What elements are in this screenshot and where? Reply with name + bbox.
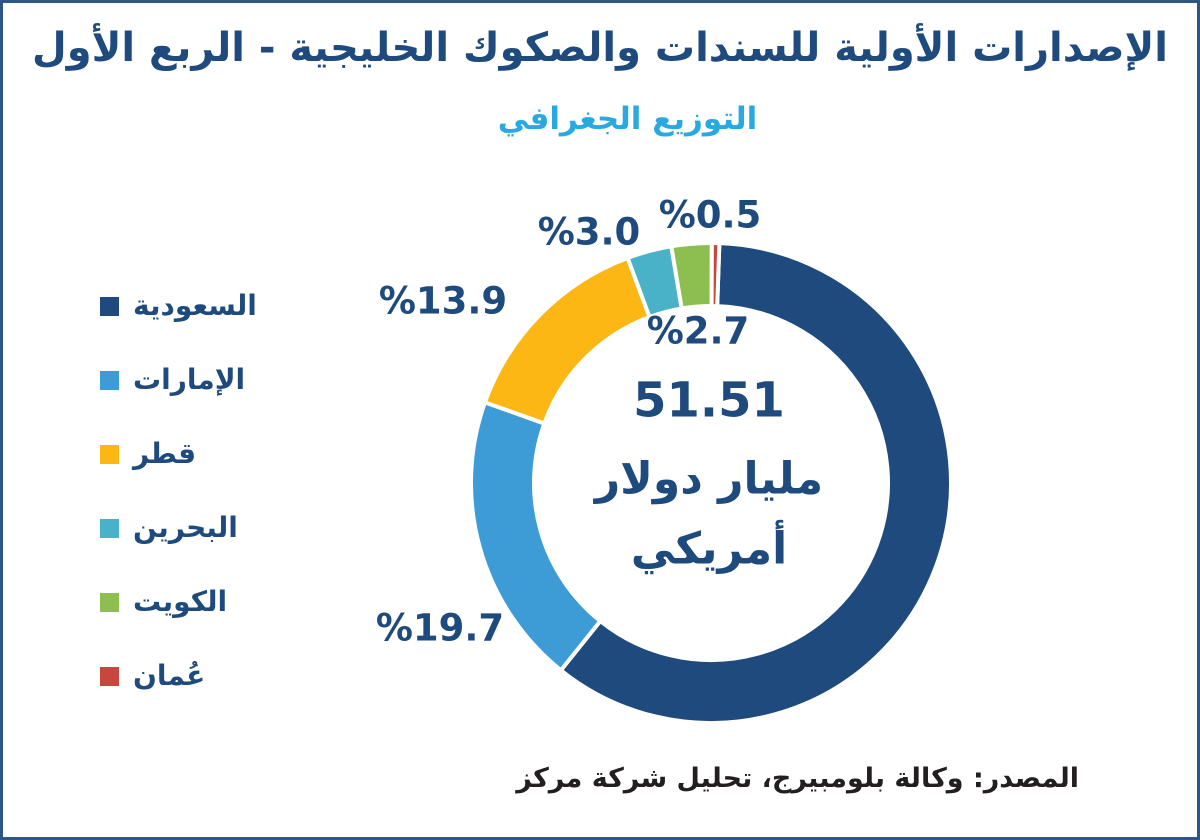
legend-swatch-saudi-arabia [100,296,119,316]
percent-label-uae: %19.7 [375,606,505,650]
legend-item-uae: الإمارات [100,365,257,395]
legend-item-bahrain: البحرين [100,513,257,543]
legend-label-qatar: قطر [133,437,197,470]
chart-title: الإصدارات الأولية للسندات والصكوك الخليج… [32,25,1168,71]
slice-oman [709,240,722,309]
donut-center-text: 51.51 مليار دولار أمريكي [595,377,823,586]
total-unit-line1: مليار دولار [594,453,824,505]
legend-label-oman: عُمان [133,659,206,692]
legend-item-saudi-arabia: السعودية [100,291,257,321]
legend-swatch-bahrain [100,518,119,538]
legend-swatch-uae [100,370,119,390]
percent-label-qatar: %13.9 [378,279,508,323]
legend-swatch-qatar [100,444,119,464]
legend-label-uae: الإمارات [133,363,246,396]
donut-chart [469,240,953,725]
chart-subtitle: التوزيع الجغرافي [497,101,758,137]
source-text: المصدر: وكالة بلومبيرج، تحليل شركة مركز [516,763,1079,794]
legend-label-kuwait: الكويت [133,585,228,618]
total-value: 51.51 [633,372,785,429]
chart-legend: السعودية الإمارات قطر البحرين الكويت عُم… [100,291,257,691]
legend-label-bahrain: البحرين [133,511,238,544]
legend-swatch-kuwait [100,592,119,612]
percent-label-oman: %0.5 [658,193,762,237]
percent-label-kuwait: %2.7 [646,309,750,353]
percent-label-bahrain: %3.0 [537,210,641,254]
legend-item-qatar: قطر [100,439,257,469]
legend-label-saudi-arabia: السعودية [133,289,257,322]
slice-saudi-arabia [558,241,953,725]
legend-item-oman: عُمان [100,661,257,691]
legend-swatch-oman [100,666,119,686]
legend-item-kuwait: الكويت [100,587,257,617]
total-unit-line2: أمريكي [630,524,788,575]
